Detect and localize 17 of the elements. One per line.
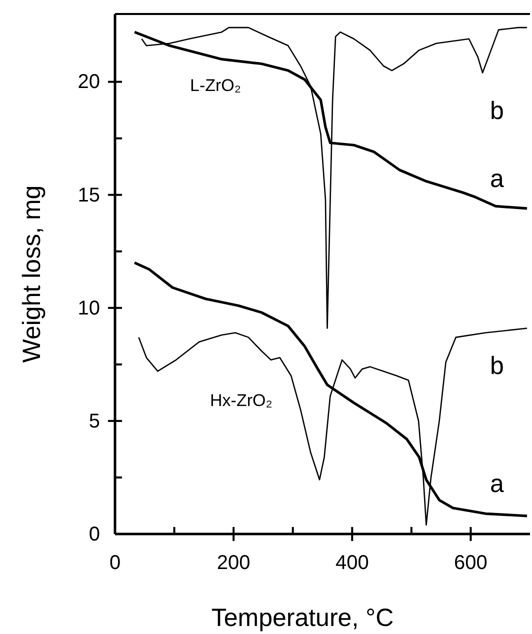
annotation: a <box>490 470 504 498</box>
x-tick-label: 400 <box>335 552 369 574</box>
y-tick-label: 10 <box>78 297 100 320</box>
annotation: L-ZrO₂ <box>190 76 241 95</box>
y-tick-label: 20 <box>78 71 100 94</box>
annotation: Hx-ZrO₂ <box>210 390 272 410</box>
annotation: b <box>490 96 504 125</box>
annotation: b <box>490 352 504 380</box>
x-tick-label: 600 <box>454 552 488 574</box>
x-axis-title: Temperature, °C <box>211 604 394 632</box>
x-tick-label: 200 <box>216 552 250 574</box>
y-tick-label: 5 <box>88 410 100 432</box>
y-tick-label: 15 <box>78 184 100 206</box>
y-tick-label: 0 <box>88 523 100 546</box>
annotation: a <box>490 164 504 193</box>
x-tick-label: 0 <box>109 552 121 574</box>
y-axis-title: Weight loss, mg <box>18 185 46 363</box>
